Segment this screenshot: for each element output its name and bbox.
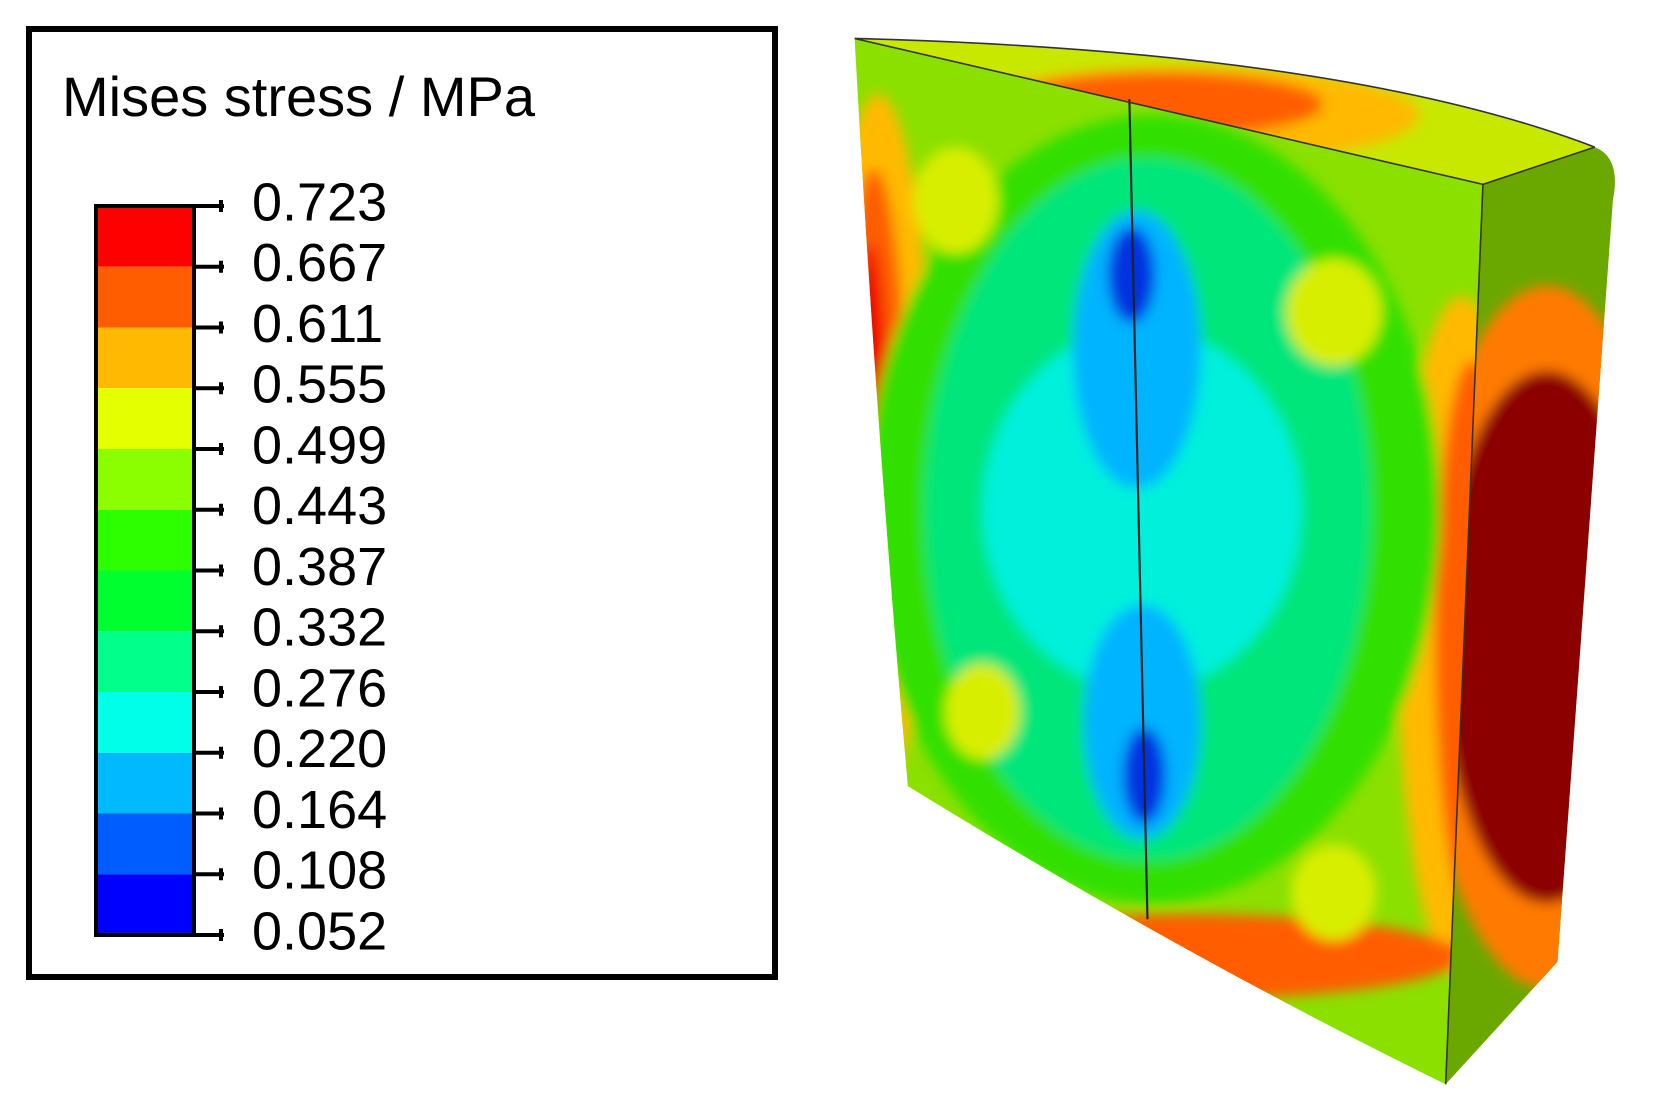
color-band — [96, 570, 194, 632]
level-label: 0.332 — [252, 598, 387, 658]
color-band — [96, 752, 194, 814]
color-band — [96, 266, 194, 328]
color-band — [96, 692, 194, 753]
colorbar: 0.7230.6670.6110.5550.4990.4430.3870.332… — [94, 172, 387, 961]
level-label: 0.108 — [252, 841, 387, 901]
front-face — [854, 38, 1483, 1085]
level-label: 0.555 — [252, 355, 387, 415]
level-label: 0.499 — [252, 415, 387, 475]
level-label: 0.387 — [252, 537, 387, 597]
fea-model — [854, 37, 1615, 1085]
level-label: 0.276 — [252, 658, 387, 718]
level-label: 0.667 — [252, 233, 387, 293]
level-label: 0.723 — [252, 172, 387, 232]
color-band — [96, 388, 194, 449]
level-label: 0.052 — [252, 901, 387, 961]
color-band — [96, 874, 194, 935]
color-band — [96, 631, 194, 692]
color-band — [96, 509, 194, 571]
color-band — [96, 327, 194, 389]
color-band — [96, 449, 194, 510]
level-label: 0.164 — [252, 780, 387, 840]
legend-title: Mises stress / MPa — [62, 65, 536, 128]
color-band — [96, 813, 194, 875]
color-band — [96, 206, 194, 267]
level-label: 0.220 — [252, 719, 387, 779]
level-label: 0.611 — [252, 294, 383, 354]
level-label: 0.443 — [252, 476, 387, 536]
